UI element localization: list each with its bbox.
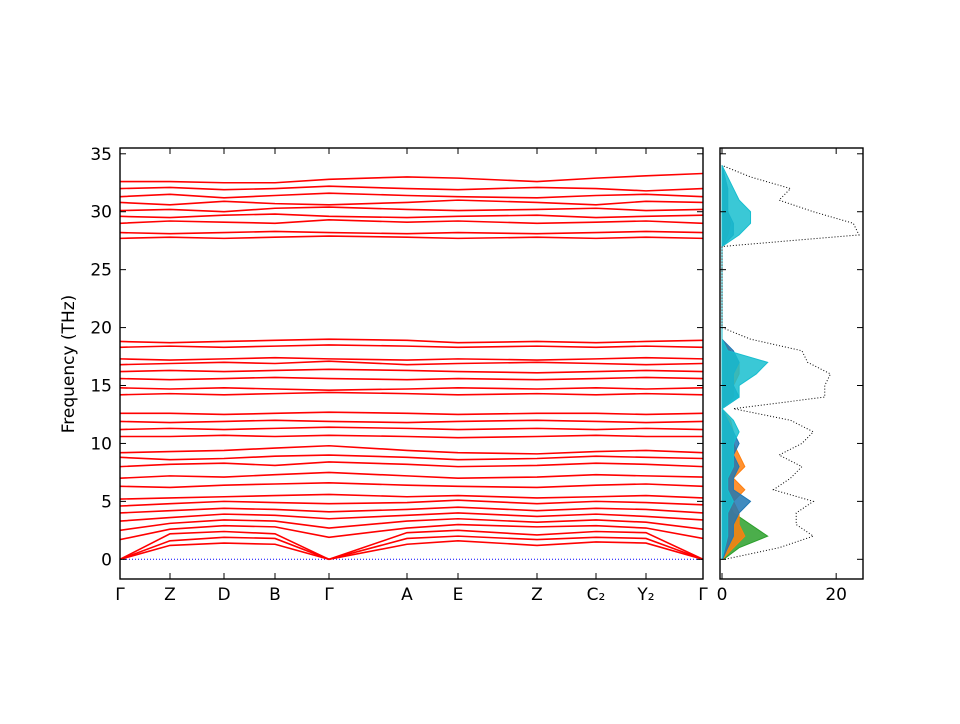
x-tick-label: Z (531, 585, 543, 605)
band-line (120, 199, 703, 206)
band-line (120, 517, 703, 532)
x-tick-label: A (401, 585, 413, 605)
dos-line (721, 164, 860, 560)
y-axis-label: Frequency (THz) (59, 295, 79, 434)
band-line (120, 523, 703, 541)
band-line (120, 235, 703, 240)
band-line (120, 411, 703, 416)
band-line (120, 185, 703, 192)
band-line (120, 368, 703, 374)
y-tick-label: 10 (90, 434, 112, 454)
band-line (120, 539, 703, 561)
y-tick-label: 30 (90, 203, 112, 223)
band-line (120, 192, 703, 199)
y-tick-label: 35 (90, 145, 112, 165)
band-line (120, 426, 703, 431)
x-tick-label: D (217, 585, 230, 605)
plot-frame (719, 147, 864, 580)
band-line (120, 482, 703, 489)
x-tick-label: 0 (717, 585, 728, 605)
band-line (120, 434, 703, 439)
y-tick-label: 25 (90, 261, 112, 281)
band-line (120, 454, 703, 461)
y-tick-label: 20 (90, 319, 112, 339)
band-line (120, 391, 703, 396)
x-tick-label: C₂ (587, 585, 606, 605)
x-tick-label: Γ (698, 585, 708, 605)
y-tick-label: 15 (90, 377, 112, 397)
band-line (120, 213, 703, 219)
plot-frame (119, 147, 704, 580)
band-line (120, 230, 703, 235)
y-tick-label: 0 (101, 550, 112, 570)
band-line (120, 444, 703, 455)
band-line (120, 535, 703, 561)
x-tick-label: B (269, 585, 281, 605)
band-line (120, 338, 703, 344)
band-line (120, 419, 703, 424)
x-tick-label: Y₂ (636, 585, 654, 605)
band-line (120, 471, 703, 480)
band-line (120, 344, 703, 349)
band-line (120, 506, 703, 514)
dos-area (721, 165, 769, 560)
y-tick-label: 5 (101, 492, 112, 512)
x-tick-label: 20 (825, 585, 847, 605)
x-tick-label: Z (164, 585, 176, 605)
band-line (120, 219, 703, 225)
band-line (120, 512, 703, 522)
x-tick-label: Γ (115, 585, 125, 605)
band-line (120, 461, 703, 468)
x-tick-label: Γ (324, 585, 334, 605)
band-line (120, 529, 703, 561)
band-line (120, 356, 703, 361)
x-tick-label: E (453, 585, 464, 605)
band-line (120, 499, 703, 507)
band-line (120, 376, 703, 381)
band-line (120, 172, 703, 184)
band-line (120, 206, 703, 213)
band-line (120, 387, 703, 391)
band-line (120, 360, 703, 366)
band-line (120, 493, 703, 500)
